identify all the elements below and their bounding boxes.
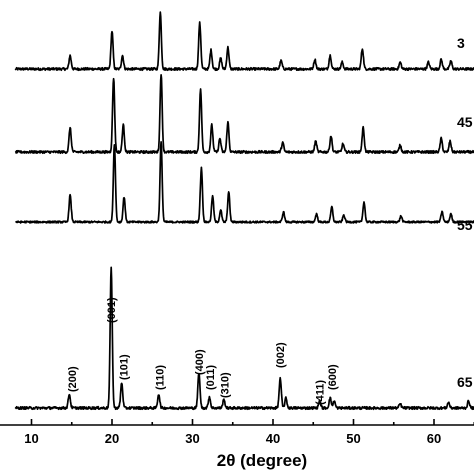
hkl-annotation: (001) [106,297,118,323]
hkl-annotation: (200) [67,366,79,392]
series-line-3 [14,11,474,72]
hkl-annotation: (411) [315,380,327,405]
hkl-annotation: (011) [205,365,217,390]
hkl-annotation: (310) [220,372,232,398]
x-ticks-group: 10203040506070 [24,419,474,446]
x-tick-label: 10 [24,431,38,446]
hkl-annotation: (400) [194,349,206,375]
hkl-annotation: (110) [154,365,166,390]
traces-group [14,11,474,411]
series-label: 45 [457,114,473,130]
series-line-55 [14,141,474,224]
x-tick-label: 50 [346,431,360,446]
series-label: 55 [457,217,473,233]
hkl-annotation: (101) [118,354,130,380]
series-labels-group: 3 45 55 65 [457,35,473,390]
series-line-65 [14,266,474,411]
x-tick-label: 30 [185,431,199,446]
hkl-annotation: (002) [275,342,287,368]
series-line-45 [14,74,474,155]
x-axis-title: 2θ (degree) [217,451,307,470]
x-tick-label: 20 [105,431,119,446]
x-tick-label: 40 [266,431,280,446]
hkl-annotation: (600) [327,364,339,390]
x-tick-label: 60 [427,431,441,446]
series-label: 65 [457,374,473,390]
hkl-annotations-group: (200) (001) (101) (110) (400)(011) (310) (002)… [67,297,339,405]
series-label: 3 [457,35,465,51]
